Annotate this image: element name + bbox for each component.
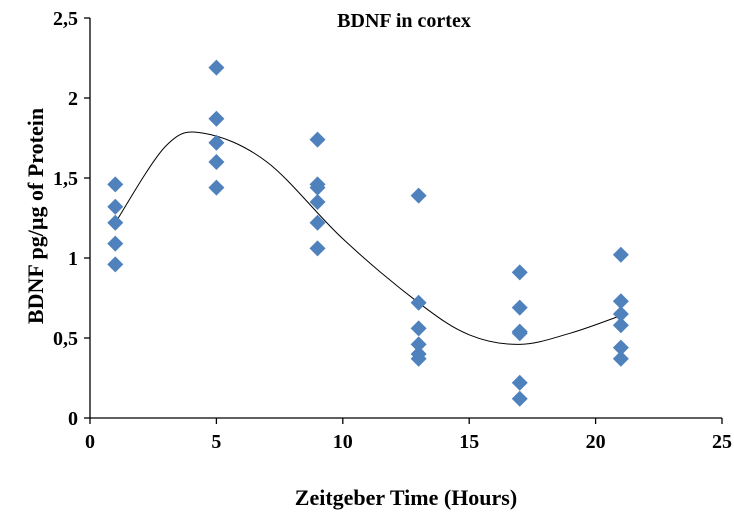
y-tick-label: 1,5: [53, 168, 78, 190]
data-point: [612, 293, 629, 310]
data-point: [410, 294, 427, 311]
data-point: [107, 176, 124, 193]
x-tick-label: 10: [333, 431, 353, 453]
x-tick-label: 5: [211, 431, 221, 453]
axis-ticks: [84, 17, 723, 424]
y-tick-label: 2,5: [53, 8, 78, 30]
data-point: [612, 317, 629, 334]
data-point: [309, 131, 326, 148]
y-tick-label: 2: [68, 88, 78, 110]
data-point: [410, 336, 427, 353]
x-tick-label: 0: [85, 431, 95, 453]
data-point: [612, 350, 629, 367]
data-point: [612, 339, 629, 356]
data-point: [107, 256, 124, 273]
data-point: [410, 320, 427, 337]
data-point: [208, 134, 225, 151]
x-tick-label: 15: [459, 431, 479, 453]
x-tick-label: 20: [586, 431, 606, 453]
data-point: [208, 179, 225, 196]
y-tick-label: 1: [68, 248, 78, 270]
data-point: [107, 198, 124, 215]
data-point: [612, 306, 629, 322]
data-point: [511, 299, 528, 316]
data-point: [309, 240, 326, 257]
data-point: [107, 214, 124, 231]
data-point: [410, 350, 427, 367]
y-tick-label: 0,5: [53, 328, 78, 350]
data-point: [208, 59, 225, 76]
tick-labels: 0 5 10 15 20 25 0 0,5 1 1,5 2 2,5: [53, 8, 732, 453]
data-point: [309, 194, 326, 210]
data-points: [107, 59, 629, 407]
trendline: [114, 131, 622, 345]
data-point: [208, 154, 225, 170]
data-point: [511, 264, 528, 281]
data-point: [309, 179, 326, 196]
data-point: [309, 214, 326, 231]
x-tick-label: 25: [712, 431, 732, 453]
data-point: [612, 246, 629, 263]
y-axis-title: BDNF pg/µg of Protein: [23, 108, 48, 324]
chart-title: BDNF in cortex: [337, 10, 471, 32]
data-point: [410, 187, 427, 204]
data-point: [208, 110, 225, 127]
data-point: [511, 374, 528, 391]
data-point: [107, 235, 124, 252]
data-point: [511, 390, 528, 407]
x-axis-title: Zeitgeber Time (Hours): [295, 485, 517, 510]
data-point: [511, 325, 528, 342]
y-tick-label: 0: [68, 408, 78, 430]
